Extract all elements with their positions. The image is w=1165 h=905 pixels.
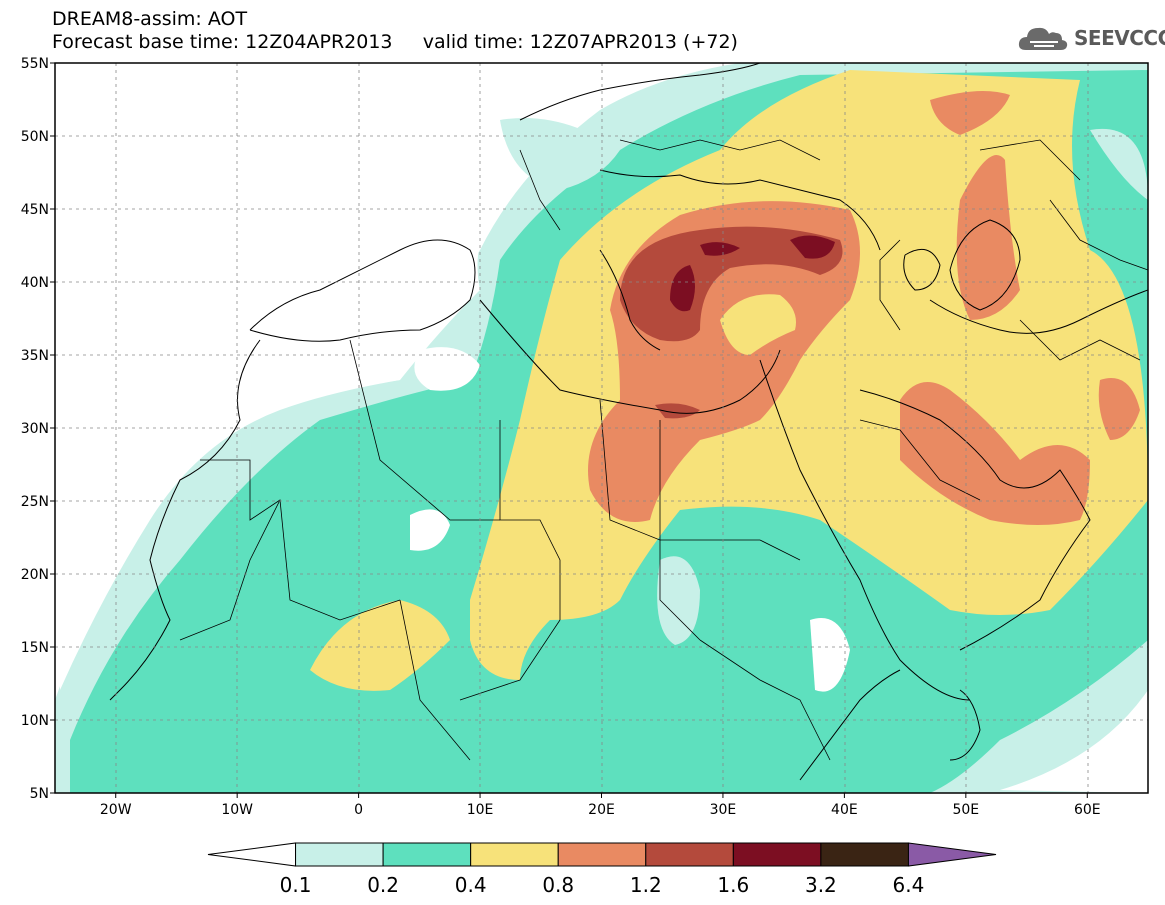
lon-label: 10W: [221, 802, 253, 818]
legend-swatch: [907, 842, 997, 867]
legend-swatch: [820, 842, 909, 867]
lat-label: 20N: [21, 567, 49, 583]
lon-label: 30E: [710, 802, 737, 818]
lat-label: 35N: [21, 348, 49, 364]
legend-swatch: [382, 842, 472, 867]
legend-label: 1.6: [717, 873, 749, 897]
legend-label: 0.2: [367, 873, 399, 897]
legend-swatch: [470, 842, 559, 867]
legend-swatch: [645, 842, 734, 867]
color-legend-labels: 0.1 0.2 0.4 0.8 1.2 1.6 3.2 6.4: [280, 873, 925, 897]
legend-label: 1.2: [630, 873, 662, 897]
legend-swatch: [557, 842, 647, 867]
lat-label: 10N: [21, 713, 49, 729]
color-legend: [207, 842, 997, 867]
lon-label: 20E: [588, 802, 615, 818]
map-title: DREAM8-assim: AOT: [52, 8, 248, 30]
lon-label: 40E: [831, 802, 858, 818]
lat-label: 5N: [30, 786, 49, 802]
lon-label: 10E: [467, 802, 494, 818]
axis-ticks: [50, 62, 1088, 798]
seevccc-logo: SEEVCCC: [1018, 22, 1165, 56]
lon-label: 0: [354, 802, 363, 818]
logo-text: SEEVCCC: [1074, 26, 1165, 50]
map-subtitle: Forecast base time: 12Z04APR2013 valid t…: [52, 31, 738, 53]
lat-axis-labels: 55N 50N 45N 40N 35N 30N 25N 20N 15N 10N 5N: [21, 56, 49, 802]
lat-label: 25N: [21, 494, 49, 510]
legend-label: 6.4: [893, 873, 925, 897]
legend-swatch: [295, 842, 384, 867]
lat-label: 40N: [21, 275, 49, 291]
lat-label: 15N: [21, 640, 49, 656]
lat-label: 50N: [21, 129, 49, 145]
lon-label: 60E: [1074, 802, 1101, 818]
legend-swatch: [207, 842, 297, 867]
legend-label: 0.4: [455, 873, 487, 897]
coastlines: [109, 63, 1148, 781]
lat-label: 45N: [21, 202, 49, 218]
lon-axis-labels: 20W 10W 0 10E 20E 30E 40E 50E 60E: [100, 802, 1101, 818]
legend-swatch: [732, 842, 822, 867]
lon-label: 20W: [100, 802, 132, 818]
legend-label: 3.2: [805, 873, 837, 897]
cloud-icon: [1018, 27, 1068, 50]
graticule: [55, 63, 1148, 793]
legend-label: 0.1: [280, 873, 312, 897]
lat-label: 30N: [21, 421, 49, 437]
legend-label: 0.8: [542, 873, 574, 897]
lat-label: 55N: [21, 56, 49, 72]
lon-label: 50E: [952, 802, 979, 818]
